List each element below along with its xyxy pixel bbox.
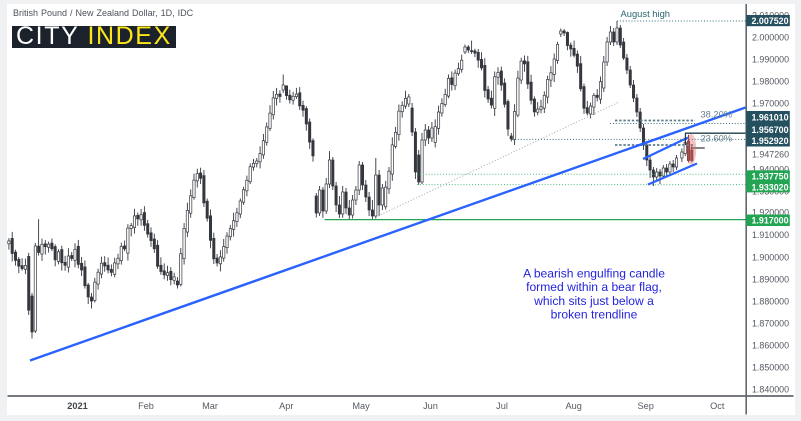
svg-text:formed within a bear flag,: formed within a bear flag, bbox=[526, 280, 662, 294]
svg-text:broken trendline: broken trendline bbox=[551, 308, 638, 322]
svg-text:1.900000: 1.900000 bbox=[752, 252, 789, 262]
svg-text:1.880000: 1.880000 bbox=[752, 296, 789, 306]
svg-text:1.910000: 1.910000 bbox=[752, 230, 789, 240]
svg-text:1.933020: 1.933020 bbox=[752, 182, 789, 192]
svg-text:1.947260: 1.947260 bbox=[752, 149, 789, 159]
svg-text:May: May bbox=[352, 401, 370, 411]
svg-text:1.870000: 1.870000 bbox=[752, 318, 789, 328]
svg-text:23.60%: 23.60% bbox=[701, 134, 733, 144]
svg-text:1.956700: 1.956700 bbox=[752, 125, 789, 135]
svg-text:1.840000: 1.840000 bbox=[752, 384, 789, 394]
svg-text:Sep: Sep bbox=[638, 401, 654, 411]
svg-text:A bearish engulfing candle: A bearish engulfing candle bbox=[523, 267, 665, 281]
svg-text:1.952920: 1.952920 bbox=[752, 136, 789, 146]
svg-text:2.007520: 2.007520 bbox=[752, 16, 789, 26]
svg-text:1.961010: 1.961010 bbox=[752, 113, 789, 123]
svg-text:2.000000: 2.000000 bbox=[752, 32, 789, 42]
svg-text:2021: 2021 bbox=[67, 401, 87, 411]
svg-text:which sits just below a: which sits just below a bbox=[533, 294, 654, 308]
svg-text:Apr: Apr bbox=[279, 401, 293, 411]
svg-text:1.937750: 1.937750 bbox=[752, 171, 789, 181]
svg-text:August high: August high bbox=[621, 8, 671, 19]
svg-text:Mar: Mar bbox=[202, 401, 218, 411]
svg-text:1.980000: 1.980000 bbox=[752, 76, 789, 86]
svg-text:Jun: Jun bbox=[423, 401, 438, 411]
svg-text:Jul: Jul bbox=[496, 401, 508, 411]
svg-text:1.860000: 1.860000 bbox=[752, 340, 789, 350]
svg-text:1.890000: 1.890000 bbox=[752, 274, 789, 284]
svg-text:Feb: Feb bbox=[138, 401, 154, 411]
svg-text:1.970000: 1.970000 bbox=[752, 98, 789, 108]
svg-text:1.920000: 1.920000 bbox=[752, 207, 789, 217]
svg-text:1.917000: 1.917000 bbox=[752, 216, 789, 226]
svg-text:1.990000: 1.990000 bbox=[752, 54, 789, 64]
svg-text:Aug: Aug bbox=[566, 401, 582, 411]
svg-text:1.940000: 1.940000 bbox=[752, 164, 789, 174]
svg-text:1.850000: 1.850000 bbox=[752, 362, 789, 372]
svg-text:Oct: Oct bbox=[710, 401, 725, 411]
svg-text:38.20%: 38.20% bbox=[701, 110, 733, 120]
